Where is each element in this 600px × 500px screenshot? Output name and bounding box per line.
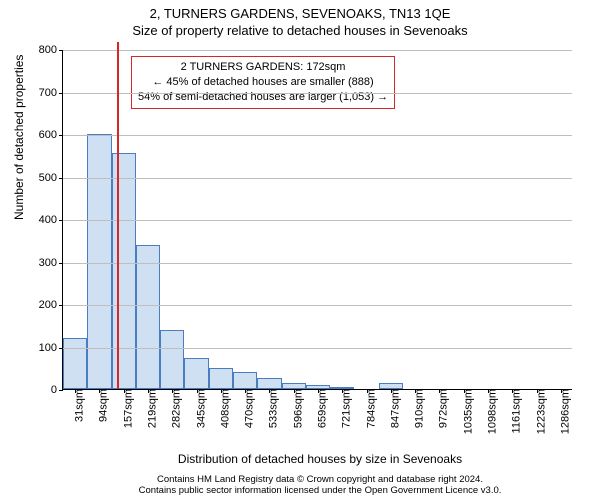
xtick-label: 94sqm [94,389,110,422]
xtick-label: 1161sqm [507,389,523,433]
xtick-label: 1035sqm [458,389,474,434]
xtick-label: 659sqm [313,389,329,428]
gridline [63,50,572,51]
histogram-bar [209,368,233,389]
histogram-bar [257,378,281,389]
ytick-label: 500 [39,172,63,184]
xtick-label: 470sqm [240,389,256,428]
xtick-label: 721sqm [337,389,353,428]
annotation-line-1: 2 TURNERS GARDENS: 172sqm [138,60,388,75]
xtick-label: 345sqm [191,389,207,428]
chart-subtitle: Size of property relative to detached ho… [0,21,600,38]
xtick-label: 1223sqm [531,389,547,434]
ytick-label: 200 [39,299,63,311]
histogram-bar [87,134,111,389]
caption-line-1: Contains HM Land Registry data © Crown c… [20,474,600,485]
page-title: 2, TURNERS GARDENS, SEVENOAKS, TN13 1QE [0,0,600,21]
gridline [63,178,572,179]
xtick-label: 408sqm [215,389,231,428]
ytick-label: 800 [39,44,63,56]
histogram-bar [63,338,87,389]
gridline [63,263,572,264]
xtick-label: 1098sqm [483,389,499,434]
xtick-label: 784sqm [361,389,377,428]
ytick-label: 0 [51,384,63,396]
y-axis-label: Number of detached properties [12,55,26,220]
xtick-label: 157sqm [118,389,134,428]
gridline [63,135,572,136]
ytick-label: 100 [39,342,63,354]
xtick-label: 972sqm [434,389,450,428]
ytick-label: 600 [39,129,63,141]
histogram-bar [112,153,136,389]
histogram-bar [160,330,184,390]
xtick-label: 31sqm [70,389,86,422]
x-axis-label: Distribution of detached houses by size … [20,452,600,466]
caption-line-2: Contains public sector information licen… [20,485,600,496]
gridline [63,305,572,306]
xtick-label: 1286sqm [555,389,571,434]
xtick-label: 533sqm [264,389,280,428]
marker-line [117,42,119,389]
ytick-label: 300 [39,257,63,269]
xtick-label: 282sqm [167,389,183,428]
gridline [63,348,572,349]
xtick-label: 596sqm [288,389,304,428]
gridline [63,93,572,94]
gridline [63,220,572,221]
xtick-label: 847sqm [385,389,401,428]
ytick-label: 700 [39,87,63,99]
annotation-line-2: ← 45% of detached houses are smaller (88… [138,75,388,90]
ytick-label: 400 [39,214,63,226]
caption: Contains HM Land Registry data © Crown c… [20,474,600,496]
histogram-bar [184,358,208,389]
chart-plot-area: 2 TURNERS GARDENS: 172sqm ← 45% of detac… [62,50,572,390]
histogram-bar [233,372,257,389]
xtick-label: 219sqm [143,389,159,428]
marker-annotation: 2 TURNERS GARDENS: 172sqm ← 45% of detac… [131,56,395,109]
xtick-label: 910sqm [410,389,426,428]
histogram-bar [136,245,160,390]
